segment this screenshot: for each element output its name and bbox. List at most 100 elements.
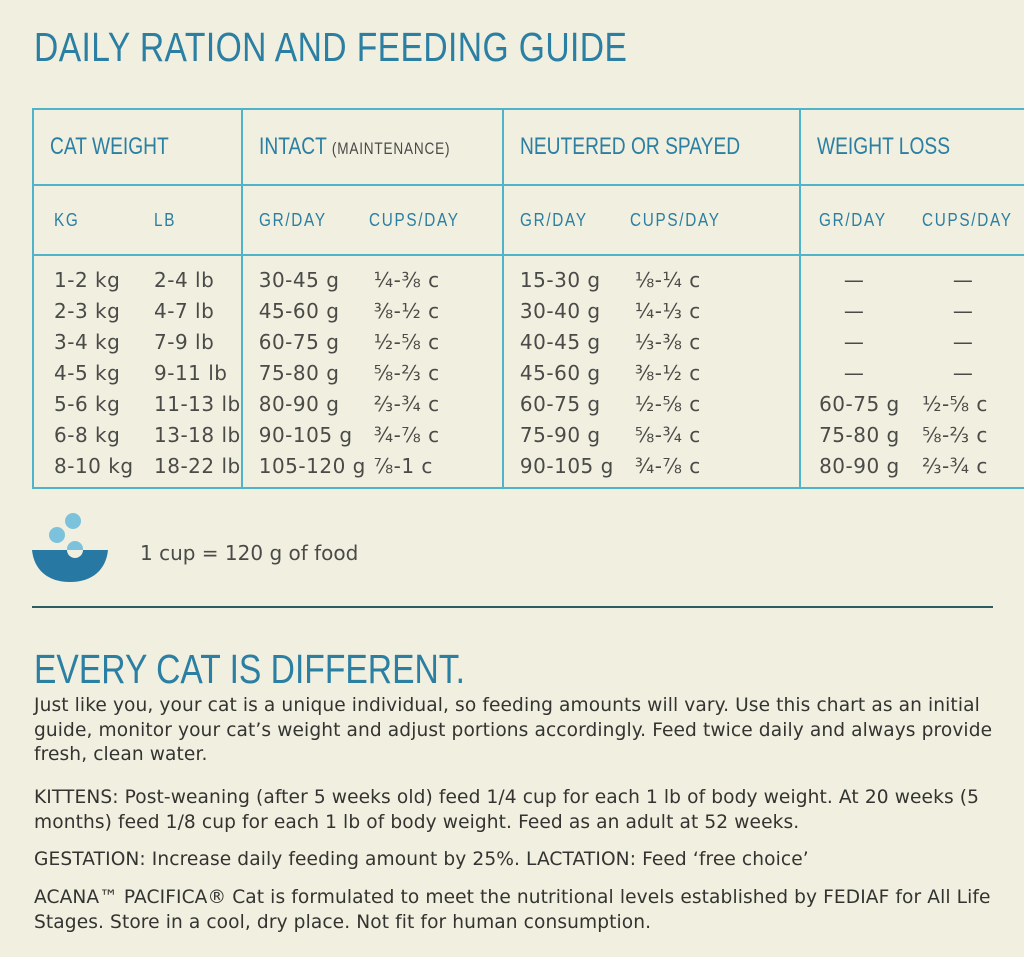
cell-i-c: ⅞-1 c <box>373 453 433 478</box>
cell-kg: 1-2 kg <box>54 267 121 292</box>
cell-n-c: ½-⅝ c <box>634 391 701 416</box>
cell-w-c: — <box>952 267 974 292</box>
table-row: 3-4 kg 7-9 lb <box>34 326 241 357</box>
table-row: 2-3 kg 4-7 lb <box>34 295 241 326</box>
cell-n-c: ¾-⅞ c <box>634 453 701 478</box>
table-header-row: CAT WEIGHT INTACT (MAINTENANCE) NEUTERED… <box>32 109 1024 186</box>
table-row: 60-75 g ½-⅝ c <box>801 388 1024 419</box>
cell-i-c: ⅜-½ c <box>373 298 440 323</box>
subheader-gr: GR/DAY <box>519 209 588 230</box>
cell-i-c: ⅔-¾ c <box>373 391 440 416</box>
table-row: 5-6 kg 11-13 lb <box>34 388 241 419</box>
cell-kg: 6-8 kg <box>54 422 121 447</box>
cell-i-g: 80-90 g <box>258 391 340 416</box>
table-row: 8-10 kg 18-22 lb <box>34 450 241 481</box>
cell-lb: 18-22 lb <box>154 453 241 478</box>
table-row: 1-2 kg 2-4 lb <box>34 264 241 295</box>
cell-i-g: 45-60 g <box>258 298 340 323</box>
cell-n-g: 30-40 g <box>519 298 601 323</box>
table-row: 75-80 g ⅝-⅔ c <box>243 357 502 388</box>
subheader-gr: GR/DAY <box>258 209 327 230</box>
table-row: 105-120 g ⅞-1 c <box>243 450 502 481</box>
table-row: 45-60 g ⅜-½ c <box>504 357 799 388</box>
table-row: 80-90 g ⅔-¾ c <box>801 450 1024 481</box>
cell-w-c: ⅝-⅔ c <box>922 422 988 447</box>
table-row: 30-45 g ¼-⅜ c <box>243 264 502 295</box>
cell-w-c: ½-⅝ c <box>922 391 988 416</box>
cell-i-g: 90-105 g <box>258 422 353 447</box>
divider <box>32 606 993 608</box>
cell-i-c: ⅝-⅔ c <box>373 360 440 385</box>
cell-w-g: 75-80 g <box>819 422 900 447</box>
cell-n-g: 60-75 g <box>519 391 601 416</box>
subheader-cups: CUPS/DAY <box>922 209 1013 230</box>
cell-i-g: 105-120 g <box>258 453 366 478</box>
gestation-paragraph: GESTATION: Increase daily feeding amount… <box>34 849 809 870</box>
cell-n-g: 75-90 g <box>519 422 601 447</box>
table-row: 40-45 g ⅓-⅜ c <box>504 326 799 357</box>
cell-n-g: 45-60 g <box>519 360 601 385</box>
cell-n-g: 90-105 g <box>519 453 614 478</box>
cup-conversion-note: 1 cup = 120 g of food <box>140 541 359 565</box>
cell-n-c: ⅝-¾ c <box>634 422 701 447</box>
table-row: — — <box>801 295 1024 326</box>
cell-w-c: — <box>952 298 974 323</box>
cell-n-g: 15-30 g <box>519 267 601 292</box>
cell-w-g: — <box>843 267 865 292</box>
table-row: 60-75 g ½-⅝ c <box>504 388 799 419</box>
table-row: 15-30 g ⅛-¼ c <box>504 264 799 295</box>
cell-i-c: ¼-⅜ c <box>373 267 440 292</box>
table-row: 60-75 g ½-⅝ c <box>243 326 502 357</box>
bowl-icon <box>32 513 108 582</box>
storage-paragraph: ACANA™ PACIFICA® Cat is formulated to me… <box>34 887 991 933</box>
cell-kg: 4-5 kg <box>54 360 121 385</box>
kittens-paragraph: KITTENS: Post-weaning (after 5 weeks old… <box>34 787 980 833</box>
page-title: DAILY RATION AND FEEDING GUIDE <box>34 24 628 70</box>
table-row: 80-90 g ⅔-¾ c <box>243 388 502 419</box>
cell-i-c: ½-⅝ c <box>373 329 440 354</box>
table-row: 30-40 g ¼-⅓ c <box>504 295 799 326</box>
table-row: 4-5 kg 9-11 lb <box>34 357 241 388</box>
cell-w-c: — <box>952 360 974 385</box>
header-neutered: NEUTERED OR SPAYED <box>501 109 801 186</box>
cell-lb: 2-4 lb <box>154 267 215 292</box>
header-cat-weight: CAT WEIGHT <box>32 109 242 186</box>
cell-lb: 4-7 lb <box>154 298 215 323</box>
table-row: 90-105 g ¾-⅞ c <box>243 419 502 450</box>
cell-i-g: 75-80 g <box>258 360 340 385</box>
cell-w-g: 80-90 g <box>819 453 900 478</box>
cell-lb: 9-11 lb <box>154 360 228 385</box>
subheader-cups: CUPS/DAY <box>629 209 721 230</box>
subheader-lb: LB <box>154 209 177 230</box>
cell-n-c: ⅓-⅜ c <box>634 329 701 354</box>
cell-kg: 2-3 kg <box>54 298 121 323</box>
cell-kg: 3-4 kg <box>54 329 121 354</box>
cell-i-c: ¾-⅞ c <box>373 422 440 447</box>
cell-w-g: — <box>843 298 865 323</box>
table-row: 6-8 kg 13-18 lb <box>34 419 241 450</box>
intro-paragraph: Just like you, your cat is a unique indi… <box>34 695 993 765</box>
table-body: 1-2 kg 2-4 lb 2-3 kg 4-7 lb 3-4 kg 7-9 lb 4-5 … <box>32 255 1024 488</box>
cell-w-g: — <box>843 329 865 354</box>
cell-i-g: 30-45 g <box>258 267 340 292</box>
section-title: EVERY CAT IS DIFFERENT. <box>34 646 465 692</box>
table-row: — — <box>801 326 1024 357</box>
table-row: 90-105 g ¾-⅞ c <box>504 450 799 481</box>
cell-n-c: ⅛-¼ c <box>634 267 701 292</box>
cell-w-g: 60-75 g <box>819 391 900 416</box>
cell-kg: 5-6 kg <box>54 391 121 416</box>
cell-lb: 11-13 lb <box>154 391 241 416</box>
cell-w-c: — <box>952 329 974 354</box>
subheader-kg: KG <box>54 209 80 230</box>
header-intact: INTACT (MAINTENANCE) <box>240 109 503 186</box>
header-weight-loss: WEIGHT LOSS <box>799 109 1024 186</box>
table-row: 75-80 g ⅝-⅔ c <box>801 419 1024 450</box>
cell-n-c: ¼-⅓ c <box>634 298 701 323</box>
table-row: — — <box>801 357 1024 388</box>
table-subheader-row: KG LB GR/DAY CUPS/DAY GR/DAY CUPS/DAY GR/DA… <box>32 185 1024 256</box>
cell-n-c: ⅜-½ c <box>634 360 701 385</box>
table-row: — — <box>801 264 1024 295</box>
cell-i-g: 60-75 g <box>258 329 340 354</box>
table-row: 75-90 g ⅝-¾ c <box>504 419 799 450</box>
cell-lb: 7-9 lb <box>154 329 215 354</box>
